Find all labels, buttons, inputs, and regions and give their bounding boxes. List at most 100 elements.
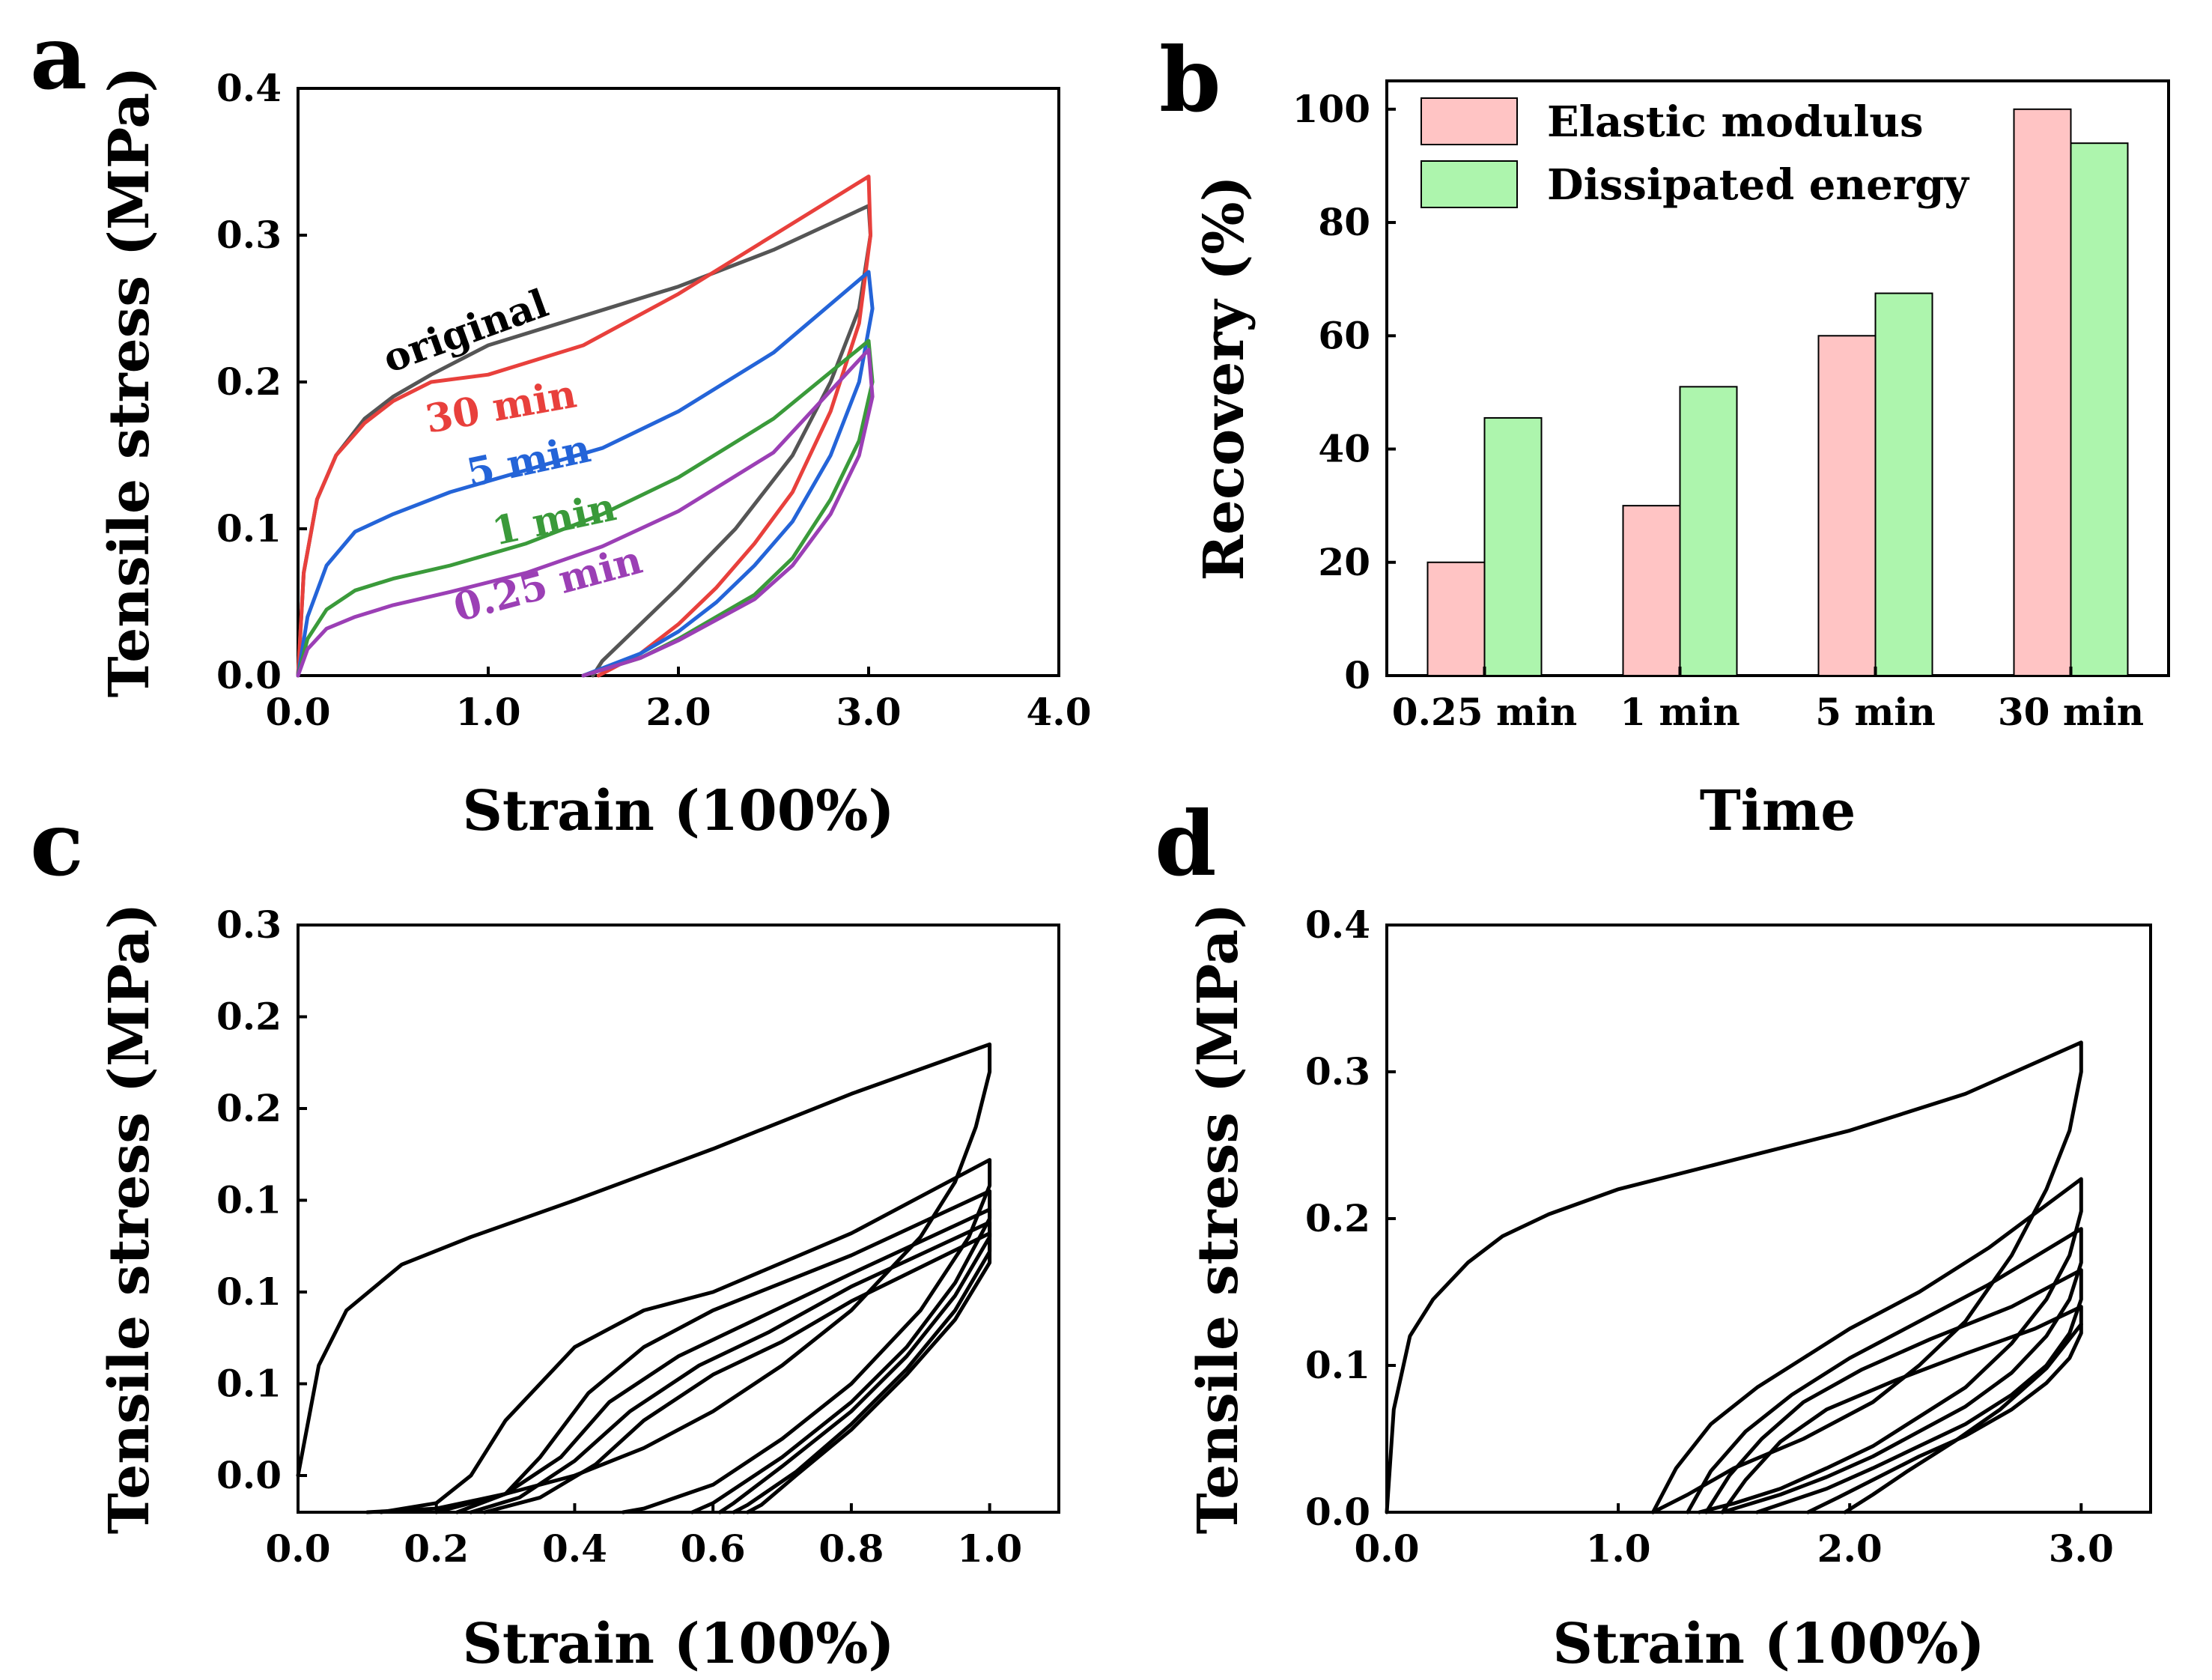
- legend-label-dissipated-energy: Dissipated energy: [1547, 160, 1969, 210]
- panel-d-curve-cycle-5: [1720, 1305, 2083, 1514]
- bar-elastic-modulus-1-min: [1622, 505, 1681, 677]
- panel-c-x-ticks: 0.0 0.2 0.4 0.6 0.8 1.0: [266, 1503, 1022, 1571]
- bar-dissipated-energy-5-min: [1874, 292, 1933, 676]
- legend-swatch-elastic-modulus: [1421, 97, 1518, 145]
- panel-b-y-tick-label: 40: [1318, 427, 1370, 471]
- panel-d-plot-frame: [1385, 924, 2152, 1514]
- panel-c-x-tick-label: 0.4: [542, 1526, 607, 1571]
- panel-b-y-axis-title: Recovery (%): [1192, 175, 1257, 580]
- panel-a-x-axis-title: Strain (100%): [462, 779, 894, 843]
- panel-d-x-tick-label: 0.0: [1355, 1526, 1420, 1571]
- panel-a-y-tick-label: 0.4: [216, 66, 282, 110]
- panel-c-y-tick-label: 0.1: [216, 1362, 282, 1406]
- panel-d-x-tick-label: 2.0: [1817, 1526, 1883, 1571]
- bar-dissipated-energy-1-min: [1679, 386, 1738, 676]
- panel-b-y-tick-label: 60: [1318, 313, 1370, 357]
- panel-c-y-tick-label: 0.2: [216, 1086, 282, 1130]
- panel-c-x-tick-label: 0.2: [404, 1526, 469, 1571]
- panel-a-y-tick-label: 0.2: [216, 360, 282, 404]
- panel-a-y-ticks: 0.0 0.1 0.2 0.3 0.4: [216, 66, 307, 697]
- bar-elastic-modulus-0-25-min: [1426, 561, 1486, 676]
- panel-b-y-tick-label: 0: [1344, 653, 1370, 697]
- panel-c-y-tick-label: 0.2: [216, 995, 282, 1039]
- panel-b-y-tick-label: 80: [1318, 200, 1370, 244]
- panel-d-curve-cycle-4: [1704, 1268, 2083, 1514]
- panel-c-curve-cycle-4: [455, 1207, 992, 1514]
- panel-b-plot-frame: [1385, 79, 2170, 677]
- panel-c-curves: [296, 1042, 992, 1514]
- panel-c-plot-frame: [297, 924, 1060, 1514]
- panel-a-x-tick-label: 1.0: [456, 690, 521, 734]
- panel-d: d 0.0 1.0 2.0 3.0 0.0 0.1 0.2 0.3 0.4 Strain (1…: [1155, 792, 2152, 1676]
- panel-c-y-axis-title: Tensile stress (MPa): [97, 903, 162, 1535]
- panel-a-x-tick-label: 3.0: [836, 690, 902, 734]
- panel-d-x-ticks: 0.0 1.0 2.0 3.0: [1355, 1503, 2114, 1571]
- panel-d-x-axis-title: Strain (100%): [1552, 1612, 1984, 1676]
- panel-c-x-tick-label: 0.6: [681, 1526, 746, 1571]
- panel-b-x-axis-title: Time: [1700, 779, 1856, 843]
- panel-b-category-labels: 0.25 min 1 min 5 min 30 min: [1392, 667, 2144, 734]
- panel-c-y-tick-label: 0.0: [216, 1453, 282, 1497]
- panel-c-y-tick-label: 0.3: [216, 903, 282, 947]
- panel-c-x-tick-label: 0.0: [266, 1526, 331, 1571]
- bar-dissipated-energy-0-25-min: [1483, 416, 1543, 677]
- panel-a-y-axis-title: Tensile stress (MPa): [97, 67, 162, 698]
- panel-c-curve-cycle-5: [469, 1220, 992, 1514]
- panel-b-y-tick-label: 100: [1292, 87, 1370, 131]
- bar-elastic-modulus-30-min: [2013, 108, 2072, 677]
- panel-a-curves: [296, 175, 875, 678]
- legend-swatch-dissipated-energy: [1421, 160, 1518, 208]
- panel-c-curve-cycle-1: [296, 1042, 992, 1514]
- panel-a-x-tick-label: 4.0: [1027, 690, 1092, 734]
- curve-label-original: original: [377, 281, 554, 383]
- panel-c-x-tick-label: 1.0: [957, 1526, 1022, 1571]
- curve-label-1-min: 1 min: [488, 484, 620, 554]
- panel-a: a 0.0 1.0 2.0 3.0 4.0 0.0 0.1 0.2 0.3 0.4 Strain…: [30, 5, 1092, 843]
- panel-d-y-tick-label: 0.2: [1305, 1196, 1370, 1240]
- curve-label-5-min: 5 min: [463, 425, 595, 496]
- legend-label-elastic-modulus: Elastic modulus: [1547, 97, 1924, 147]
- panel-d-y-tick-label: 0.0: [1305, 1490, 1370, 1534]
- panel-c: c 0.0 0.2 0.4 0.6 0.8 1.0 0.00.10.10.10.20.20…: [30, 792, 1060, 1676]
- panel-a-x-ticks: 0.0 1.0 2.0 3.0 4.0: [266, 667, 1092, 734]
- panel-a-curve-30-min: [296, 175, 872, 678]
- panel-c-curve-cycle-3: [434, 1189, 992, 1514]
- panel-a-curve-1-min: [296, 339, 875, 678]
- curve-label-0-25-min: 0.25 min: [449, 537, 647, 631]
- panel-b-y-tick-label: 20: [1318, 540, 1370, 584]
- panel-d-curve-cycle-1: [1385, 1040, 2083, 1514]
- panel-a-curve-0-25-min: [296, 348, 875, 678]
- panel-d-y-tick-label: 0.1: [1305, 1343, 1370, 1387]
- panel-c-letter: c: [30, 792, 84, 896]
- panel-c-curve-cycle-2: [379, 1158, 992, 1514]
- panel-d-letter: d: [1155, 792, 1217, 896]
- panel-d-x-tick-label: 1.0: [1586, 1526, 1651, 1571]
- panel-c-y-tick-label: 0.1: [216, 1178, 282, 1222]
- panel-d-curve-cycle-3: [1686, 1227, 2083, 1514]
- panel-d-x-tick-label: 3.0: [2049, 1526, 2114, 1571]
- panel-b-legend: Elastic modulus Dissipated energy: [1421, 97, 1969, 210]
- panel-c-y-tick-label: 0.1: [216, 1270, 282, 1314]
- bar-elastic-modulus-5-min: [1817, 335, 1877, 676]
- panel-b-category-label-0-25-min: 0.25 min: [1392, 690, 1577, 734]
- panel-d-y-axis-title: Tensile stress (MPa): [1186, 903, 1251, 1535]
- panel-a-y-tick-label: 0.3: [216, 213, 282, 257]
- panel-a-curve-5-min: [296, 270, 875, 678]
- bar-dissipated-energy-30-min: [2070, 142, 2129, 676]
- panel-b-bars: [1426, 108, 2129, 677]
- panel-a-y-tick-label: 0.0: [216, 653, 282, 697]
- panel-a-x-tick-label: 2.0: [646, 690, 711, 734]
- panel-c-x-axis-title: Strain (100%): [462, 1612, 894, 1676]
- panel-d-y-tick-label: 0.4: [1305, 903, 1370, 947]
- panel-d-y-tick-label: 0.3: [1305, 1049, 1370, 1094]
- panel-a-x-tick-label: 0.0: [266, 690, 331, 734]
- panel-c-x-tick-label: 0.8: [818, 1526, 884, 1571]
- panel-c-curve-cycle-6: [482, 1231, 992, 1514]
- panel-b-category-label-1-min: 1 min: [1620, 690, 1739, 734]
- panel-a-y-tick-label: 0.1: [216, 506, 282, 551]
- panel-b-category-label-5-min: 5 min: [1815, 690, 1935, 734]
- panel-d-curves: [1385, 1040, 2083, 1514]
- panel-b-category-label-30-min: 30 min: [1998, 690, 2144, 734]
